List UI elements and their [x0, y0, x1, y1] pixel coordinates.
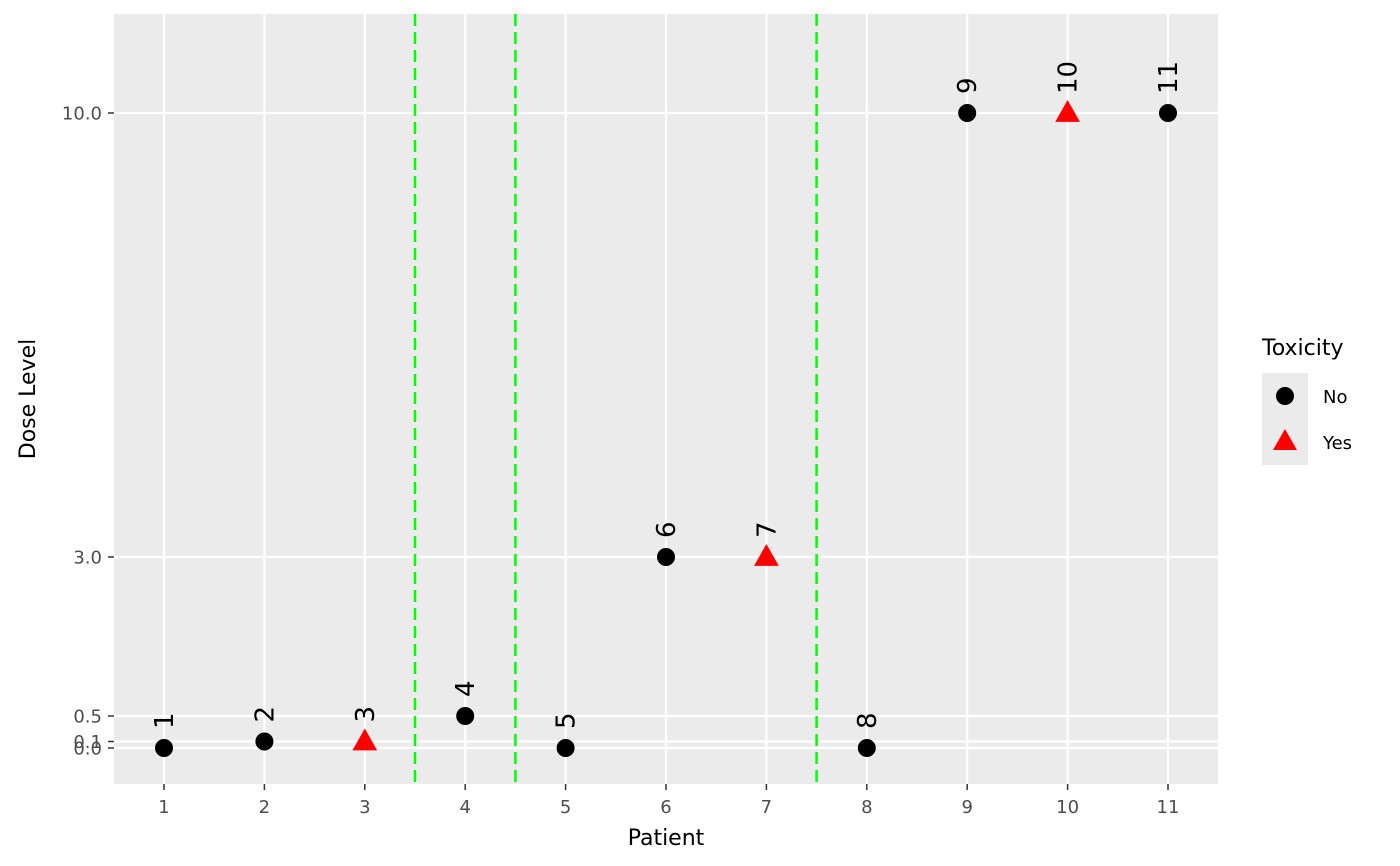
- point-label: 4: [451, 680, 481, 697]
- point-circle: [255, 732, 274, 751]
- y-axis-title: Dose Level: [16, 339, 41, 459]
- legend-label-no: No: [1323, 387, 1347, 408]
- point-circle: [456, 707, 475, 725]
- point-circle: [1159, 104, 1177, 122]
- x-tick-label: 8: [861, 797, 872, 818]
- point-label: 10: [1054, 61, 1084, 94]
- legend-circle-icon: [1276, 387, 1294, 405]
- legend: Toxicity No Yes: [1261, 336, 1352, 465]
- x-tick-label: 5: [560, 797, 571, 818]
- x-axis: 1 2 3 4 5 6 7 8 9 10 11: [158, 784, 1179, 818]
- legend-label-yes: Yes: [1322, 433, 1352, 454]
- point-label: 11: [1154, 61, 1184, 94]
- y-tick-label: 3.0: [73, 548, 102, 569]
- point-label: 9: [953, 77, 983, 94]
- data-points: [155, 100, 1177, 757]
- x-tick-label: 6: [660, 797, 671, 818]
- legend-triangle-icon: [1273, 429, 1297, 450]
- point-label: 5: [552, 712, 582, 729]
- point-labels: 1 2 3 4 5 6 7 8 9 10 11: [150, 61, 1184, 729]
- x-tick-label: 4: [459, 797, 470, 818]
- y-tick-label: 10.0: [62, 104, 102, 125]
- point-triangle: [1055, 100, 1080, 122]
- point-circle: [556, 739, 575, 757]
- point-circle: [657, 548, 675, 566]
- legend-title: Toxicity: [1261, 336, 1343, 361]
- point-label: 1: [150, 712, 180, 729]
- x-axis-title: Patient: [628, 826, 705, 851]
- point-triangle: [754, 544, 779, 566]
- y-tick-label: 0.5: [73, 707, 102, 728]
- x-tick-label: 10: [1056, 797, 1079, 818]
- point-label: 8: [853, 712, 883, 729]
- point-label: 2: [250, 706, 280, 723]
- grid-lines: [114, 14, 1218, 784]
- x-tick-label: 11: [1157, 797, 1180, 818]
- point-label: 6: [652, 521, 682, 538]
- x-tick-label: 3: [359, 797, 370, 818]
- reference-lines: [413, 14, 818, 784]
- x-tick-label: 7: [761, 797, 772, 818]
- x-tick-label: 2: [259, 797, 270, 818]
- y-tick-label: 0.0: [73, 739, 102, 760]
- point-circle: [857, 739, 876, 757]
- y-axis: 0.00.1 0.5 3.0 10.0: [62, 104, 114, 760]
- x-tick-label: 1: [158, 797, 169, 818]
- point-circle: [958, 104, 977, 122]
- y-tick-label: 0.1: [73, 732, 102, 753]
- x-tick-label: 9: [961, 797, 972, 818]
- point-label: 7: [752, 521, 782, 538]
- point-circle: [155, 739, 173, 757]
- point-label: 3: [351, 706, 381, 723]
- point-triangle: [352, 728, 378, 751]
